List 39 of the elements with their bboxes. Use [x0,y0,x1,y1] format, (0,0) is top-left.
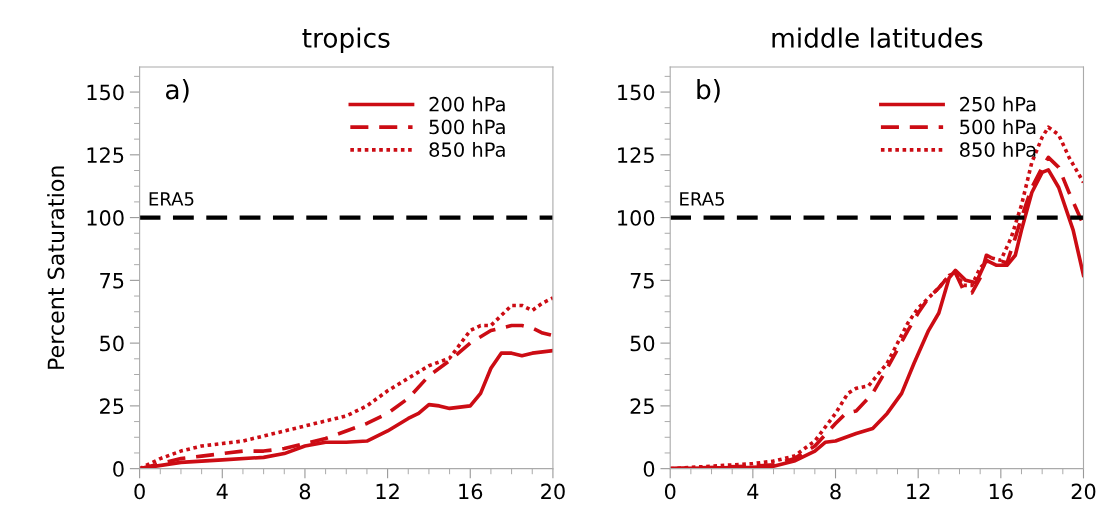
annotation: b) [697,79,720,103]
legend-label: 200 hPa [429,96,505,112]
chart-title: middle latitudes [772,27,983,48]
y-axis-title: Percent Saturation [47,166,65,369]
x-tick-label: 20 [1071,483,1096,500]
x-tick-label: 8 [299,483,311,500]
x-tick-label: 4 [747,483,759,500]
y-tick-label: 100 [87,210,124,226]
y-tick-label: 75 [630,273,654,289]
x-tick-label: 0 [134,483,145,500]
x-tick-label: 20 [541,483,565,500]
x-tick-label: 12 [376,483,399,500]
x-tick-label: 0 [664,483,676,500]
y-tick-label: 25 [630,398,654,415]
chart-title: tropics [302,27,390,53]
y-tick-label: 125 [618,147,654,164]
y-tick-label: 0 [113,461,124,477]
y-tick-label: 75 [100,273,124,289]
legend-label: 250 hPa [960,96,1036,112]
x-tick-label: 16 [989,483,1013,500]
legend-label: 850 hPa [960,141,1036,157]
legend-label: 500 hPa [429,119,505,135]
ref-line-label: ERA5 [149,192,194,206]
legend-label: 850 hPa [429,141,505,157]
x-tick-label: 16 [459,483,483,500]
x-tick-label: 4 [216,483,228,500]
y-tick-label: 150 [87,84,124,101]
ref-line-label: ERA5 [680,192,724,206]
x-tick-label: 12 [907,483,930,500]
y-tick-label: 125 [87,147,124,164]
annotation: a) [166,79,189,103]
y-tick-label: 100 [618,210,655,226]
y-tick-label: 0 [643,461,655,477]
x-tick-label: 8 [830,483,841,500]
y-tick-label: 50 [630,335,655,352]
legend-label: 500 hPa [960,119,1036,135]
y-tick-label: 25 [100,398,124,415]
y-tick-label: 50 [100,335,124,352]
y-tick-label: 150 [618,84,655,101]
